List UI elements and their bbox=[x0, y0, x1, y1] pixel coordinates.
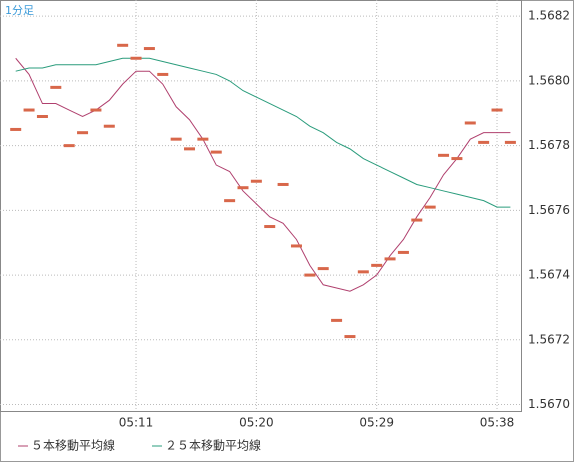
price-dash bbox=[304, 273, 316, 277]
price-dash bbox=[10, 127, 22, 131]
y-tick-label: 1.5672 bbox=[528, 332, 570, 346]
price-dash bbox=[317, 267, 329, 271]
price-dash bbox=[210, 150, 222, 154]
price-dash bbox=[264, 225, 276, 229]
y-tick-label: 1.5670 bbox=[528, 397, 570, 411]
x-tick-label: 05:11 bbox=[119, 416, 154, 430]
price-dash bbox=[464, 121, 476, 125]
legend-label: ２５本移動平均線 bbox=[165, 438, 261, 453]
price-dash bbox=[290, 244, 302, 248]
x-tick-label: 05:38 bbox=[480, 416, 515, 430]
y-tick-label: 1.5676 bbox=[528, 203, 570, 217]
ma-line bbox=[15, 57, 511, 292]
price-dash bbox=[451, 157, 463, 161]
price-dash bbox=[23, 108, 35, 112]
price-dash bbox=[384, 257, 396, 261]
price-dash bbox=[424, 205, 436, 209]
price-dash bbox=[50, 85, 62, 89]
price-dash bbox=[357, 270, 369, 274]
legend-label: ５本移動平均線 bbox=[31, 438, 115, 453]
price-dash bbox=[90, 108, 102, 112]
y-tick-label: 1.5682 bbox=[528, 9, 570, 23]
price-dash bbox=[438, 153, 450, 157]
price-dash bbox=[63, 144, 75, 148]
price-dash bbox=[478, 140, 490, 144]
price-dash bbox=[170, 137, 182, 141]
price-dash bbox=[224, 199, 236, 203]
x-tick-label: 05:20 bbox=[239, 416, 274, 430]
price-dash bbox=[117, 43, 129, 47]
price-dash bbox=[331, 318, 343, 322]
y-tick-label: 1.5680 bbox=[528, 73, 570, 87]
chart-label: 1分足 bbox=[5, 4, 34, 17]
price-dash bbox=[197, 137, 209, 141]
price-dash bbox=[237, 186, 249, 190]
price-dash bbox=[504, 140, 516, 144]
price-dash bbox=[77, 131, 89, 135]
price-dash bbox=[371, 263, 383, 267]
price-dash bbox=[344, 335, 356, 339]
price-dash bbox=[397, 250, 409, 254]
price-dash bbox=[277, 182, 289, 186]
price-dash bbox=[143, 47, 155, 51]
price-dash bbox=[103, 124, 115, 128]
y-tick-label: 1.5674 bbox=[528, 268, 570, 282]
price-dash bbox=[36, 115, 48, 119]
price-dash bbox=[157, 72, 169, 76]
price-dash bbox=[491, 108, 503, 112]
x-tick-label: 05:29 bbox=[359, 416, 394, 430]
price-dash bbox=[250, 179, 262, 183]
ma-line bbox=[15, 57, 511, 208]
y-tick-label: 1.5678 bbox=[528, 138, 570, 152]
plot-area bbox=[0, 0, 522, 412]
price-dash bbox=[411, 218, 423, 222]
price-dash bbox=[130, 56, 142, 60]
price-dash bbox=[184, 147, 196, 151]
